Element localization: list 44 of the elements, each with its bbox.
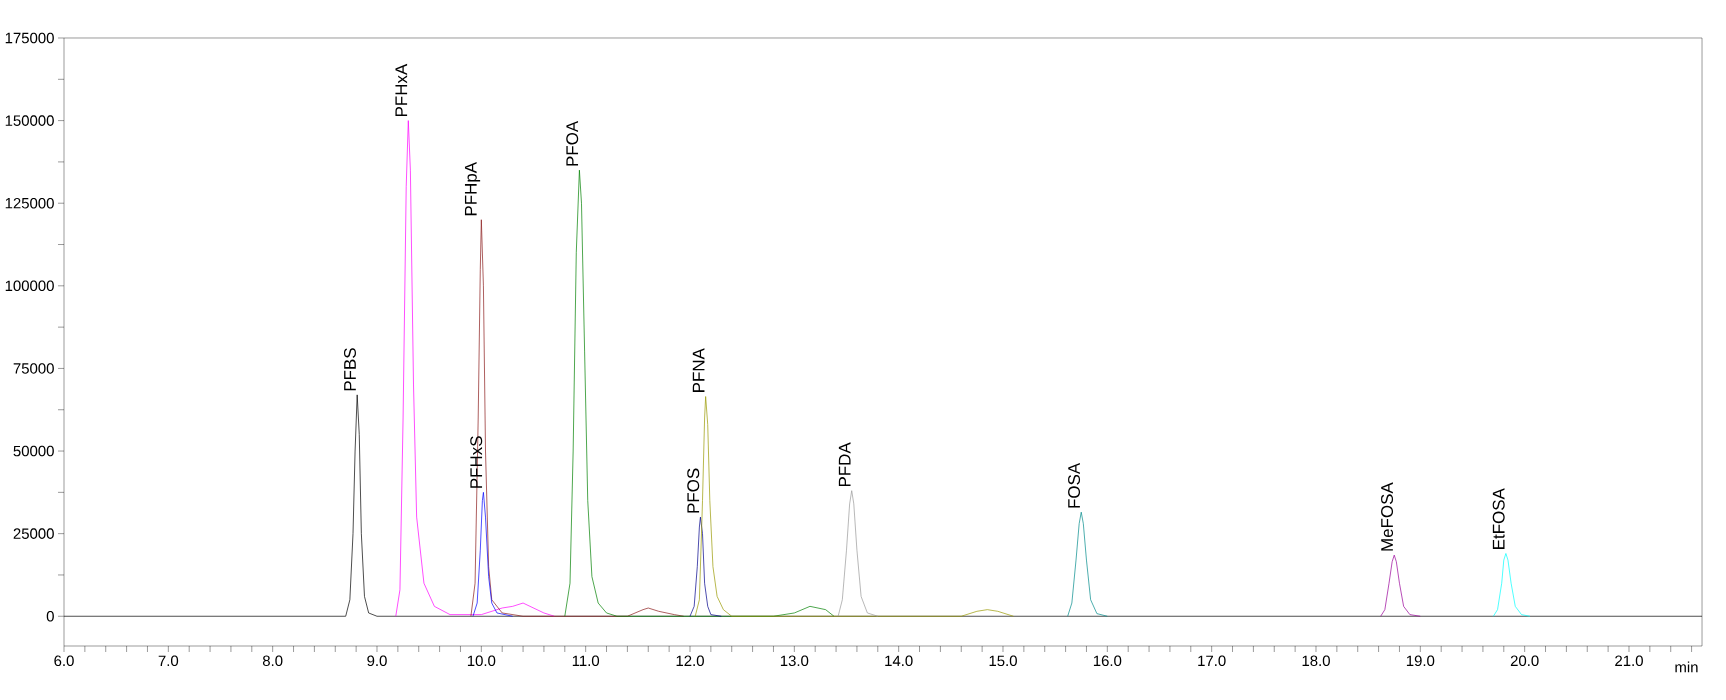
x-tick-label: 7.0 xyxy=(158,655,179,667)
x-tick-label: 6.0 xyxy=(54,655,74,667)
x-tick-label: 13.0 xyxy=(780,655,809,667)
line-series xyxy=(837,490,879,617)
x-tick-label: 14.0 xyxy=(885,655,913,667)
text: PFHpA xyxy=(464,161,481,216)
x-axis-title: min xyxy=(1675,661,1698,673)
x-tick-label: 19.0 xyxy=(1406,655,1435,667)
x-tick-label: 18.0 xyxy=(1302,655,1330,667)
x-tick-label: 10.0 xyxy=(467,655,496,667)
line-series xyxy=(1067,511,1108,617)
line-series xyxy=(564,169,835,617)
text: PFNA xyxy=(692,348,705,392)
x-tick-label: 8.0 xyxy=(262,655,283,667)
y-tick-label: 25000 xyxy=(13,528,54,539)
text: FOSA xyxy=(1068,462,1081,508)
text: PFOS xyxy=(687,468,700,513)
x-tick-label: 21.0 xyxy=(1615,655,1643,667)
text: PFHxA xyxy=(395,63,408,117)
x-tick-label: 12.0 xyxy=(676,655,704,667)
x-tick-label: 11.0 xyxy=(572,655,600,667)
y-tick-label: 50000 xyxy=(13,445,54,457)
line-series xyxy=(1493,553,1531,617)
line-series xyxy=(472,492,513,617)
text: PFBS xyxy=(343,348,356,391)
y-tick-label: 175000 xyxy=(5,32,54,44)
x-tick-label: 16.0 xyxy=(1093,655,1122,667)
y-tick-label: 150000 xyxy=(5,115,54,126)
x-tick-label: 15.0 xyxy=(989,655,1017,667)
y-tick-label: 125000 xyxy=(5,197,54,209)
y-tick-label: 100000 xyxy=(5,280,54,292)
text: EtFOSA xyxy=(1492,488,1505,549)
text: PFDA xyxy=(838,442,851,487)
text: PFHxS xyxy=(470,436,483,488)
line-series xyxy=(470,219,685,617)
y-tick-label: 0 xyxy=(46,610,54,622)
text: PFOA xyxy=(566,120,579,166)
text: MeFOSA xyxy=(1381,482,1394,551)
y-tick-label: 75000 xyxy=(13,363,54,374)
line-series xyxy=(1380,554,1421,617)
x-tick-label: 20.0 xyxy=(1510,655,1539,667)
line-series xyxy=(689,516,722,617)
x-tick-label: 9.0 xyxy=(367,655,387,667)
x-tick-label: 17.0 xyxy=(1198,655,1226,667)
